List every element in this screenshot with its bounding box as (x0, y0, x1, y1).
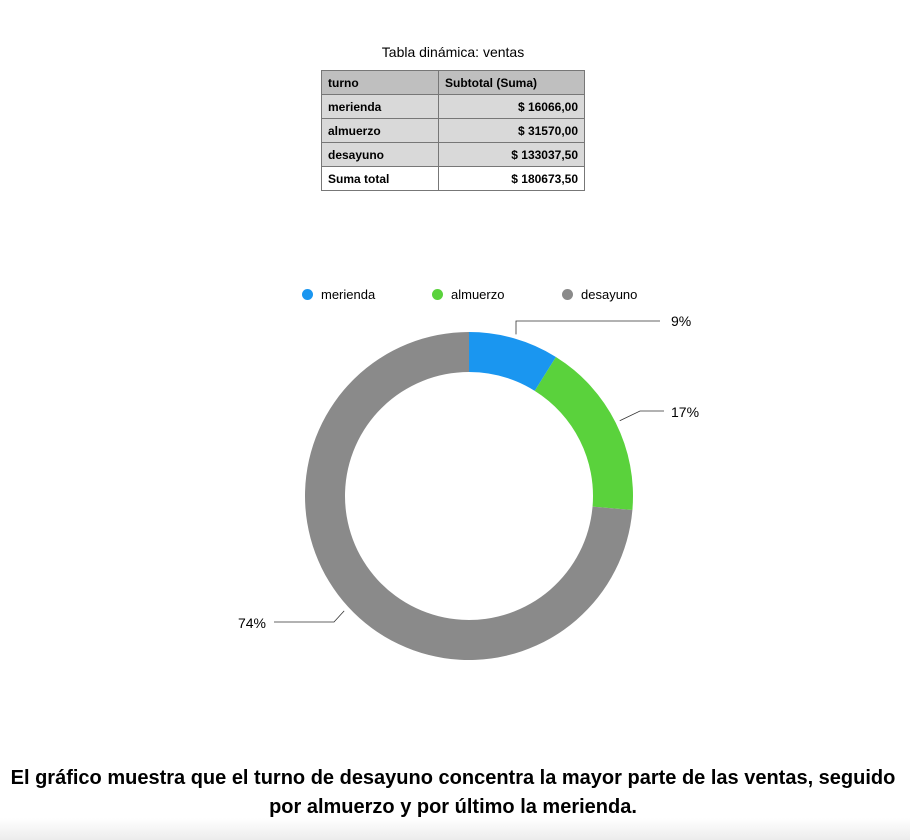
legend-item-merienda: merienda (302, 287, 375, 302)
legend-label-merienda: merienda (321, 287, 376, 302)
table-row: merienda $ 16066,00 (321, 94, 585, 119)
table-total-row: Suma total $ 180673,50 (321, 166, 585, 191)
legend-item-desayuno: desayuno (562, 287, 637, 302)
table-cell-turno: merienda (321, 94, 439, 119)
data-label-almuerzo: 17% (671, 404, 699, 420)
legend-swatch-desayuno (562, 289, 573, 300)
table-cell-subtotal: $ 133037,50 (438, 142, 585, 167)
leader-line-desayuno (274, 610, 345, 623)
table-title: Tabla dinámica: ventas (381, 44, 525, 60)
table-cell-turno: desayuno (321, 142, 439, 167)
leader-line-merienda (515, 320, 660, 335)
total-label: Suma total (321, 166, 439, 191)
column-header-subtotal: Subtotal (Suma) (438, 70, 585, 95)
leader-line-almuerzo (619, 410, 664, 422)
table-row: desayuno $ 133037,50 (321, 142, 585, 167)
data-label-merienda: 9% (671, 313, 691, 329)
legend-item-almuerzo: almuerzo (432, 287, 504, 302)
donut-chart: 9% 17% 74% (238, 313, 699, 660)
legend-swatch-merienda (302, 289, 313, 300)
data-label-desayuno: 74% (238, 615, 266, 631)
table-cell-turno: almuerzo (321, 118, 439, 143)
legend-label-desayuno: desayuno (581, 287, 638, 302)
pivot-table: turno Subtotal (Suma) merienda $ 16066,0… (321, 70, 585, 191)
donut-slice-almuerzo (534, 356, 633, 511)
chart-caption: El gráfico muestra que el turno de desay… (10, 767, 896, 818)
legend-label-almuerzo: almuerzo (451, 287, 505, 302)
legend-swatch-almuerzo (432, 289, 443, 300)
table-header-row: turno Subtotal (Suma) (321, 70, 585, 95)
total-value: $ 180673,50 (438, 166, 585, 191)
donut-slice-merienda (469, 332, 556, 391)
bottom-shade (0, 818, 910, 840)
